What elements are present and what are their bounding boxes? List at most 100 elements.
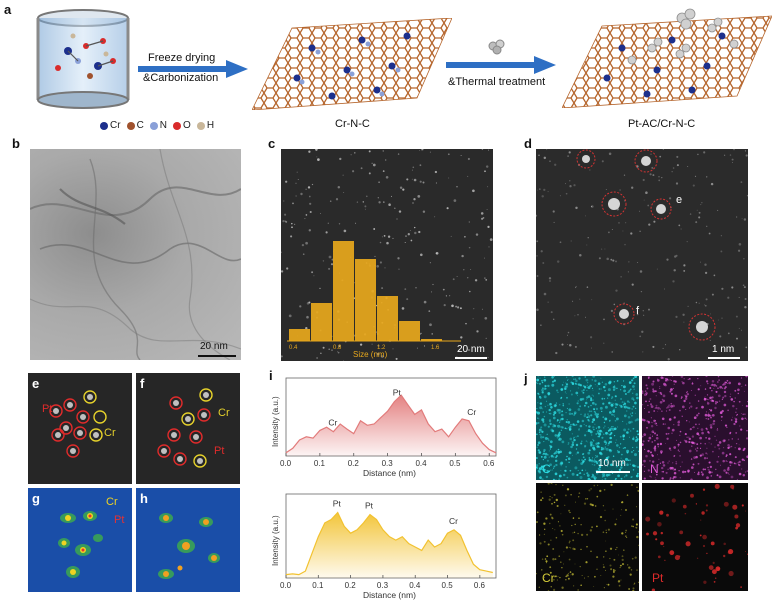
texture-dot	[590, 347, 593, 349]
texture-dot	[356, 201, 359, 203]
texture-dot	[628, 421, 631, 424]
texture-dot	[740, 412, 742, 414]
texture-dot	[596, 455, 599, 458]
texture-dot	[729, 464, 732, 467]
texture-dot	[603, 398, 606, 400]
texture-dot	[342, 174, 344, 176]
texture-dot	[538, 428, 542, 432]
texture-dot	[541, 381, 544, 384]
texture-dot	[574, 466, 578, 470]
texture-dot	[581, 390, 583, 392]
texture-dot	[337, 351, 340, 354]
profile-area	[286, 512, 493, 578]
texture-dot	[565, 383, 569, 386]
texture-dot	[627, 415, 631, 419]
texture-dot	[597, 459, 601, 463]
texture-dot	[734, 514, 739, 519]
texture-dot	[631, 414, 633, 417]
texture-dot	[578, 428, 580, 431]
texture-dot	[673, 416, 676, 419]
texture-dot	[631, 408, 633, 410]
texture-dot	[305, 214, 308, 216]
texture-dot	[536, 446, 538, 448]
texture-dot	[673, 424, 675, 426]
texture-dot	[542, 408, 544, 410]
texture-dot	[376, 265, 379, 268]
texture-dot	[626, 410, 628, 412]
texture-dot	[381, 287, 384, 290]
haadf-image-c: 0.4 0.8 1.2 1.6 Size (nm) 20 nm	[281, 149, 493, 361]
texture-dot	[638, 581, 639, 583]
texture-dot	[632, 469, 635, 471]
texture-dot	[577, 408, 581, 411]
texture-dot	[596, 385, 598, 387]
texture-dot	[677, 449, 680, 451]
texture-dot	[568, 509, 571, 512]
texture-dot	[554, 558, 557, 560]
texture-dot	[452, 278, 455, 281]
texture-dot	[613, 427, 617, 431]
texture-dot	[635, 526, 637, 528]
texture-dot	[703, 397, 706, 400]
texture-dot	[744, 297, 747, 301]
texture-dot	[610, 258, 613, 261]
texture-dot	[565, 546, 569, 549]
texture-dot	[556, 420, 558, 422]
texture-dot	[550, 311, 553, 314]
texture-dot	[740, 181, 743, 184]
texture-dot	[596, 417, 599, 419]
texture-dot	[591, 205, 594, 208]
texture-dot	[696, 432, 700, 436]
texture-dot	[628, 401, 631, 404]
texture-dot	[699, 261, 702, 263]
texture-dot	[646, 394, 648, 396]
texture-dot	[647, 449, 650, 453]
texture-dot	[573, 378, 575, 380]
texture-dot	[570, 547, 572, 549]
texture-dot	[724, 381, 726, 383]
texture-dot	[615, 442, 617, 444]
texture-dot	[608, 401, 611, 405]
texture-dot	[560, 465, 562, 467]
texture-dot	[557, 433, 561, 437]
texture-dot	[708, 232, 711, 235]
texture-dot	[576, 420, 580, 423]
texture-dot	[626, 400, 630, 403]
texture-dot	[536, 521, 539, 524]
texture-dot	[587, 413, 589, 415]
texture-dot	[619, 463, 621, 465]
texture-dot	[603, 488, 606, 491]
texture-dot	[584, 413, 586, 415]
texture-dot	[619, 404, 621, 407]
texture-dot	[654, 478, 657, 480]
texture-dot	[734, 397, 736, 399]
eds-map-cr: Cr	[536, 483, 639, 591]
texture-dot	[721, 287, 724, 290]
texture-dot	[699, 534, 702, 537]
texture-dot	[577, 314, 579, 316]
legend-item-cr: Cr	[100, 120, 121, 131]
texture-dot	[667, 462, 669, 464]
texture-dot	[573, 436, 575, 439]
texture-dot	[605, 473, 609, 477]
texture-dot	[573, 531, 576, 534]
texture-dot	[570, 445, 573, 449]
texture-dot	[652, 345, 655, 348]
texture-dot	[387, 235, 391, 238]
texture-dot	[544, 385, 547, 388]
texture-dot	[560, 411, 562, 413]
texture-dot	[568, 542, 570, 544]
texture-dot	[560, 429, 563, 432]
texture-dot	[738, 447, 741, 451]
texture-dot	[626, 406, 630, 410]
texture-dot	[543, 540, 546, 543]
texture-dot	[720, 250, 723, 253]
texture-dot	[652, 388, 654, 390]
texture-dot	[429, 262, 431, 264]
texture-dot	[319, 287, 321, 290]
texture-dot	[674, 255, 677, 258]
texture-dot	[602, 531, 605, 534]
pt-label-f: Pt	[214, 445, 225, 457]
texture-dot	[538, 471, 542, 474]
texture-dot	[545, 388, 547, 390]
